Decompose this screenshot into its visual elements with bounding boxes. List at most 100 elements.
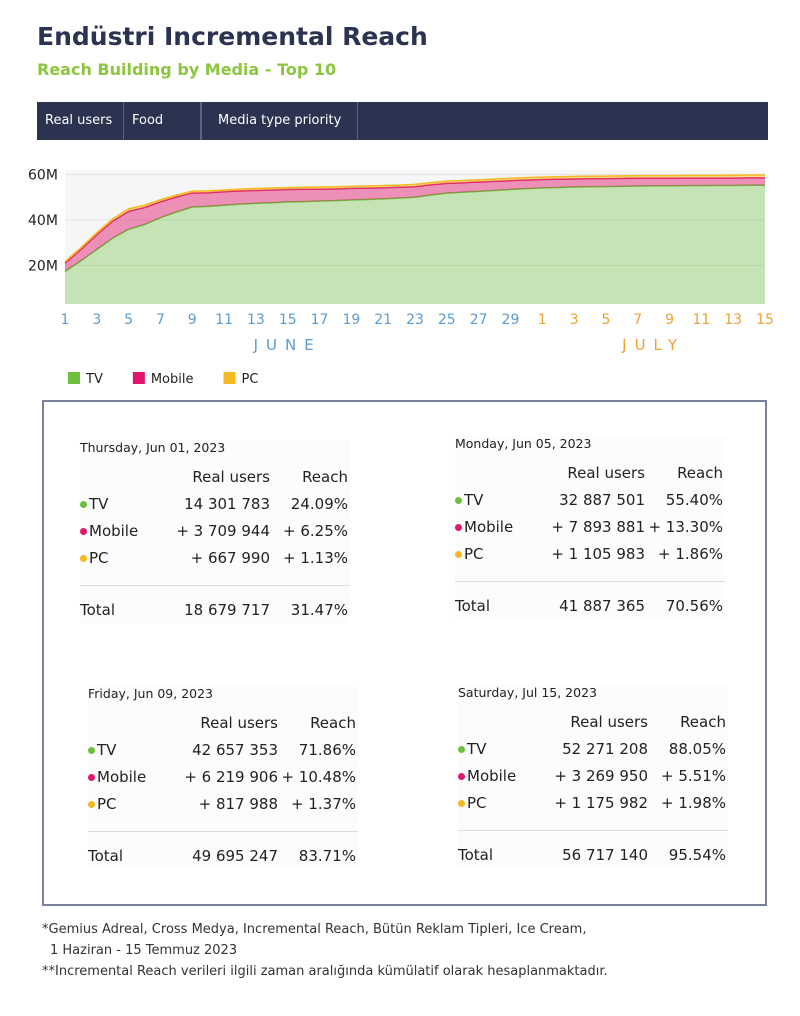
c0: TV: [458, 740, 538, 758]
y-tick-label: 20M: [28, 258, 58, 274]
month-label: JULY: [621, 336, 685, 354]
c1: + 7 893 881: [551, 517, 645, 536]
c2: 71.86%: [298, 740, 356, 759]
tooltip-box: [42, 400, 767, 906]
c0: TV: [80, 495, 160, 513]
row-label: Mobile: [464, 517, 514, 536]
x-tick-label: 15: [279, 312, 297, 328]
x-tick-label: 15: [756, 312, 774, 328]
date: Saturday, Jul 15, 2023: [458, 685, 597, 700]
c2: 55.40%: [665, 490, 723, 509]
c2: + 1.13%: [283, 548, 348, 567]
reach-panel: Monday, Jun 05, 2023 Real users Reach TV 32 …: [455, 436, 725, 619]
row: Mobile + 3 709 944 + 6.25%: [80, 517, 350, 544]
x-tick-label: 11: [692, 312, 710, 328]
c0: Total: [458, 845, 494, 864]
row: Real users Reach: [88, 709, 358, 736]
row: TV 42 657 353 71.86%: [88, 736, 358, 763]
c1: 18 679 717: [184, 600, 270, 619]
dropdown[interactable]: Food: [124, 102, 201, 140]
x-tick-label: 11: [215, 312, 233, 328]
x-tick-label: 13: [247, 312, 265, 328]
c2: + 10.48%: [281, 767, 356, 786]
row-label: PC: [464, 544, 484, 563]
legend-swatch: [68, 372, 80, 384]
bullet: [455, 550, 462, 558]
c1: + 3 269 950: [554, 766, 648, 785]
c2 hd: Reach: [677, 463, 723, 482]
y-tick-label: 40M: [28, 213, 58, 229]
y-tick-label: 60M: [28, 168, 58, 184]
c0: Total: [88, 846, 124, 865]
c1 hd: Real users: [570, 712, 648, 731]
c1: + 6 219 906: [184, 767, 278, 786]
x-tick-label: 1: [538, 312, 547, 328]
bullet: [80, 500, 87, 508]
legend-label: Mobile: [151, 372, 194, 387]
c1 hd: Real users: [200, 713, 278, 732]
x-tick-label: 17: [311, 312, 329, 328]
x-tick-label: 3: [92, 312, 101, 328]
c1: + 667 990: [190, 548, 270, 567]
area-line: [64, 184, 765, 273]
c1: + 1 175 982: [554, 793, 648, 812]
x-tick-label: 21: [374, 312, 392, 328]
reach-panel: Friday, Jun 09, 2023 Real users Reach TV 42 …: [88, 686, 358, 869]
row: Real users Reach: [458, 708, 728, 735]
reach-panel: Saturday, Jul 15, 2023 Real users Reach TV 5…: [458, 685, 728, 868]
c0: PC: [88, 795, 168, 813]
row-label: TV: [89, 494, 109, 513]
footnote: **Incremental Reach verileri ilgili zama…: [42, 964, 608, 979]
sep: [458, 830, 728, 831]
legend-label: TV: [85, 372, 103, 387]
sep: [80, 585, 350, 586]
bullet: [88, 773, 95, 781]
c0: PC: [80, 549, 160, 567]
c1: 56 717 140: [562, 845, 648, 864]
row-label: TV: [467, 739, 487, 758]
c0: Mobile: [80, 522, 160, 540]
bullet: [80, 554, 87, 562]
x-tick-label: 27: [470, 312, 488, 328]
c2: + 13.30%: [648, 517, 723, 536]
row-label: Mobile: [89, 521, 139, 540]
c1: 52 271 208: [562, 739, 648, 758]
c1 hd: Real users: [192, 467, 270, 486]
footnote: 1 Haziran - 15 Temmuz 2023: [50, 943, 238, 958]
area: [65, 185, 765, 304]
bullet: [88, 746, 95, 754]
dropdown[interactable]: Real users: [37, 102, 124, 140]
month-label: JUNE: [253, 336, 322, 354]
c1: + 817 988: [198, 794, 278, 813]
plot-bg: [65, 170, 765, 304]
x-tick-label: 3: [570, 312, 579, 328]
x-tick-label: 9: [665, 312, 674, 328]
row: Total 49 695 247 83.71%: [88, 842, 358, 869]
area-line: [64, 176, 765, 264]
date: Friday, Jun 09, 2023: [88, 686, 213, 701]
x-tick-label: 23: [406, 312, 424, 328]
row: PC + 1 175 982 + 1.98%: [458, 789, 728, 816]
row: Total 56 717 140 95.54%: [458, 841, 728, 868]
c2: + 5.51%: [661, 766, 726, 785]
row-label: Mobile: [97, 767, 147, 786]
title: Endüstri Incremental Reach: [37, 22, 428, 51]
row-label: TV: [97, 740, 117, 759]
legend-swatch: [132, 372, 145, 384]
c1 hd: Real users: [567, 463, 645, 482]
c1: 32 887 501: [559, 490, 645, 509]
row: Mobile + 6 219 906 + 10.48%: [88, 763, 358, 790]
x-tick-label: 9: [188, 312, 197, 328]
bullet: [88, 800, 95, 808]
row: Total 41 887 365 70.56%: [455, 592, 725, 619]
x-tick-label: 1: [61, 312, 70, 328]
c0: Total: [455, 596, 491, 615]
c0: PC: [455, 545, 535, 563]
c2: 88.05%: [668, 739, 726, 758]
x-tick-label: 29: [502, 312, 520, 328]
button[interactable]: Media type priority: [201, 102, 359, 140]
c0: Mobile: [455, 518, 535, 536]
row-label: PC: [467, 793, 487, 812]
row: Mobile + 3 269 950 + 5.51%: [458, 762, 728, 789]
